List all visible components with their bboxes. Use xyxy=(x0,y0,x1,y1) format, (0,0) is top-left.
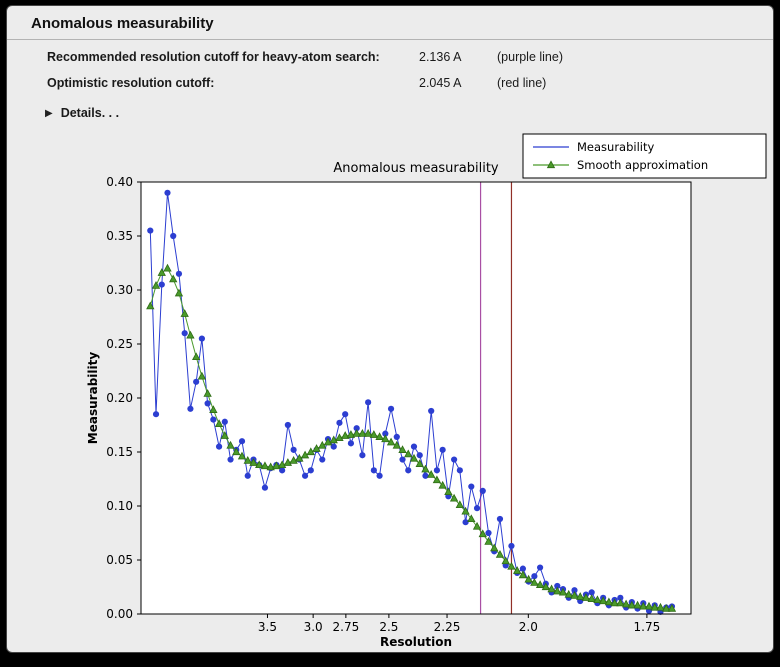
anomalous-measurability-chart: 0.00 0.05 0.10 0.15 0.20 0.25 0.30 0.35 0.40 3.5 3… xyxy=(86,133,767,649)
svg-text:0.35: 0.35 xyxy=(106,229,133,243)
svg-text:2.25: 2.25 xyxy=(434,620,461,634)
anomalous-measurability-panel: Anomalous measurability Recommended reso… xyxy=(6,5,774,653)
svg-text:Resolution: Resolution xyxy=(380,635,452,649)
header-divider xyxy=(7,39,773,40)
disclosure-triangle-icon: ▶ xyxy=(45,107,53,119)
svg-text:0.20: 0.20 xyxy=(106,391,133,405)
chart-area: 0.00 0.05 0.10 0.15 0.20 0.25 0.30 0.35 0.40 3.5 3… xyxy=(11,132,771,650)
page-title: Anomalous measurability xyxy=(31,15,214,32)
optimistic-cutoff-label: Optimistic resolution cutoff: xyxy=(47,76,215,90)
svg-text:0.05: 0.05 xyxy=(106,553,133,567)
recommended-cutoff-value: 2.136 A xyxy=(419,50,462,64)
optimistic-cutoff-row: Optimistic resolution cutoff: 2.045 A (r… xyxy=(47,76,747,102)
recommended-cutoff-note: (purple line) xyxy=(497,50,564,64)
svg-text:0.10: 0.10 xyxy=(106,499,133,513)
details-toggle[interactable]: ▶ Details. . . xyxy=(45,106,119,120)
optimistic-cutoff-note: (red line) xyxy=(497,76,547,90)
svg-text:0.15: 0.15 xyxy=(106,445,133,459)
svg-text:3.5: 3.5 xyxy=(258,620,277,634)
svg-text:Measurability: Measurability xyxy=(577,140,654,154)
svg-text:1.75: 1.75 xyxy=(634,620,661,634)
svg-text:2.75: 2.75 xyxy=(333,620,360,634)
svg-text:Measurability: Measurability xyxy=(86,352,100,445)
svg-text:0.40: 0.40 xyxy=(106,175,133,189)
svg-text:Smooth approximation: Smooth approximation xyxy=(577,158,708,172)
optimistic-cutoff-value: 2.045 A xyxy=(419,76,462,90)
details-label: Details. . . xyxy=(60,106,120,120)
recommended-cutoff-label: Recommended resolution cutoff for heavy-… xyxy=(47,50,380,64)
cutoff-info: Recommended resolution cutoff for heavy-… xyxy=(47,50,747,102)
svg-text:2.0: 2.0 xyxy=(519,620,538,634)
panel-header: Anomalous measurability xyxy=(7,6,773,32)
recommended-cutoff-row: Recommended resolution cutoff for heavy-… xyxy=(47,50,747,76)
svg-text:0.30: 0.30 xyxy=(106,283,133,297)
svg-text:0.00: 0.00 xyxy=(106,607,133,621)
svg-text:3.0: 3.0 xyxy=(304,620,323,634)
svg-text:2.5: 2.5 xyxy=(379,620,398,634)
svg-text:Anomalous measurability: Anomalous measurability xyxy=(333,161,499,176)
svg-text:0.25: 0.25 xyxy=(106,337,133,351)
